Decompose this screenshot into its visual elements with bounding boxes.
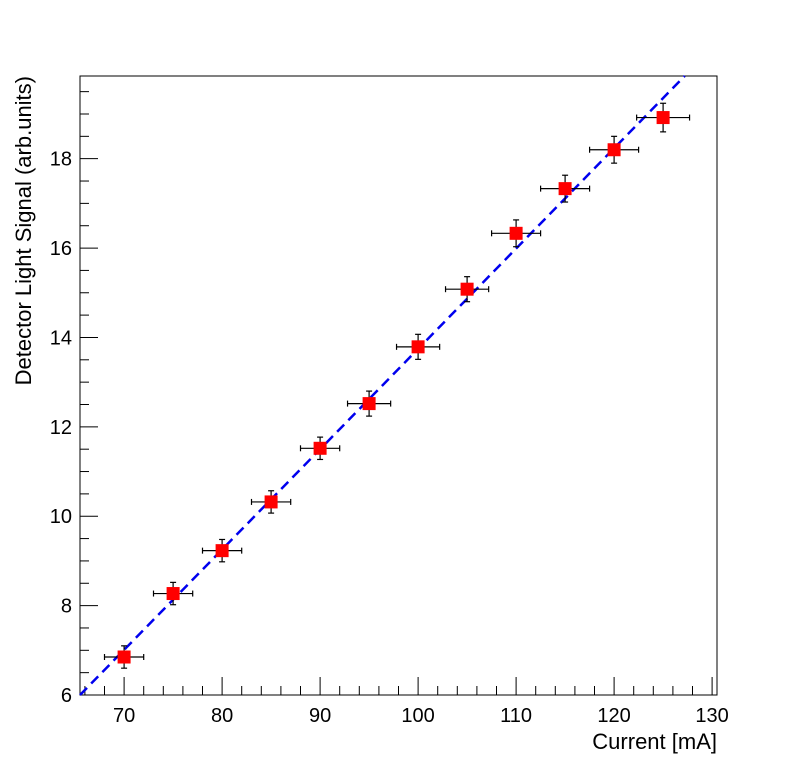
x-tick-label: 80	[211, 705, 233, 727]
plot-frame	[79, 75, 718, 696]
data-point	[509, 226, 523, 240]
data-point	[117, 650, 131, 664]
data-point	[313, 441, 327, 455]
y-tick-label: 12	[50, 417, 72, 439]
x-tick-label: 90	[309, 705, 331, 727]
x-tick-label: 110	[500, 705, 532, 727]
y-tick-label: 8	[61, 596, 72, 618]
data-point	[411, 340, 425, 354]
x-tick-label: 120	[597, 705, 630, 727]
data-point	[362, 397, 376, 411]
data-point	[558, 182, 572, 196]
data-point	[607, 143, 621, 157]
fit-line	[79, 75, 686, 696]
x-tick-label: 70	[113, 705, 135, 727]
x-tick-label: 130	[695, 705, 728, 727]
y-tick-label: 16	[50, 238, 72, 260]
x-axis-label: Current [mA]	[592, 729, 717, 754]
data-point	[166, 587, 180, 601]
data-point	[460, 282, 474, 296]
data-point	[656, 111, 670, 125]
y-axis-label: Detector Light Signal (arb.units)	[11, 76, 36, 385]
data-point	[215, 544, 229, 558]
y-tick-label: 18	[50, 149, 72, 171]
y-tick-label: 6	[61, 685, 72, 707]
x-tick-label: 100	[401, 705, 434, 727]
y-tick-label: 14	[50, 327, 72, 349]
y-tick-label: 10	[50, 506, 72, 528]
data-point	[264, 495, 278, 509]
